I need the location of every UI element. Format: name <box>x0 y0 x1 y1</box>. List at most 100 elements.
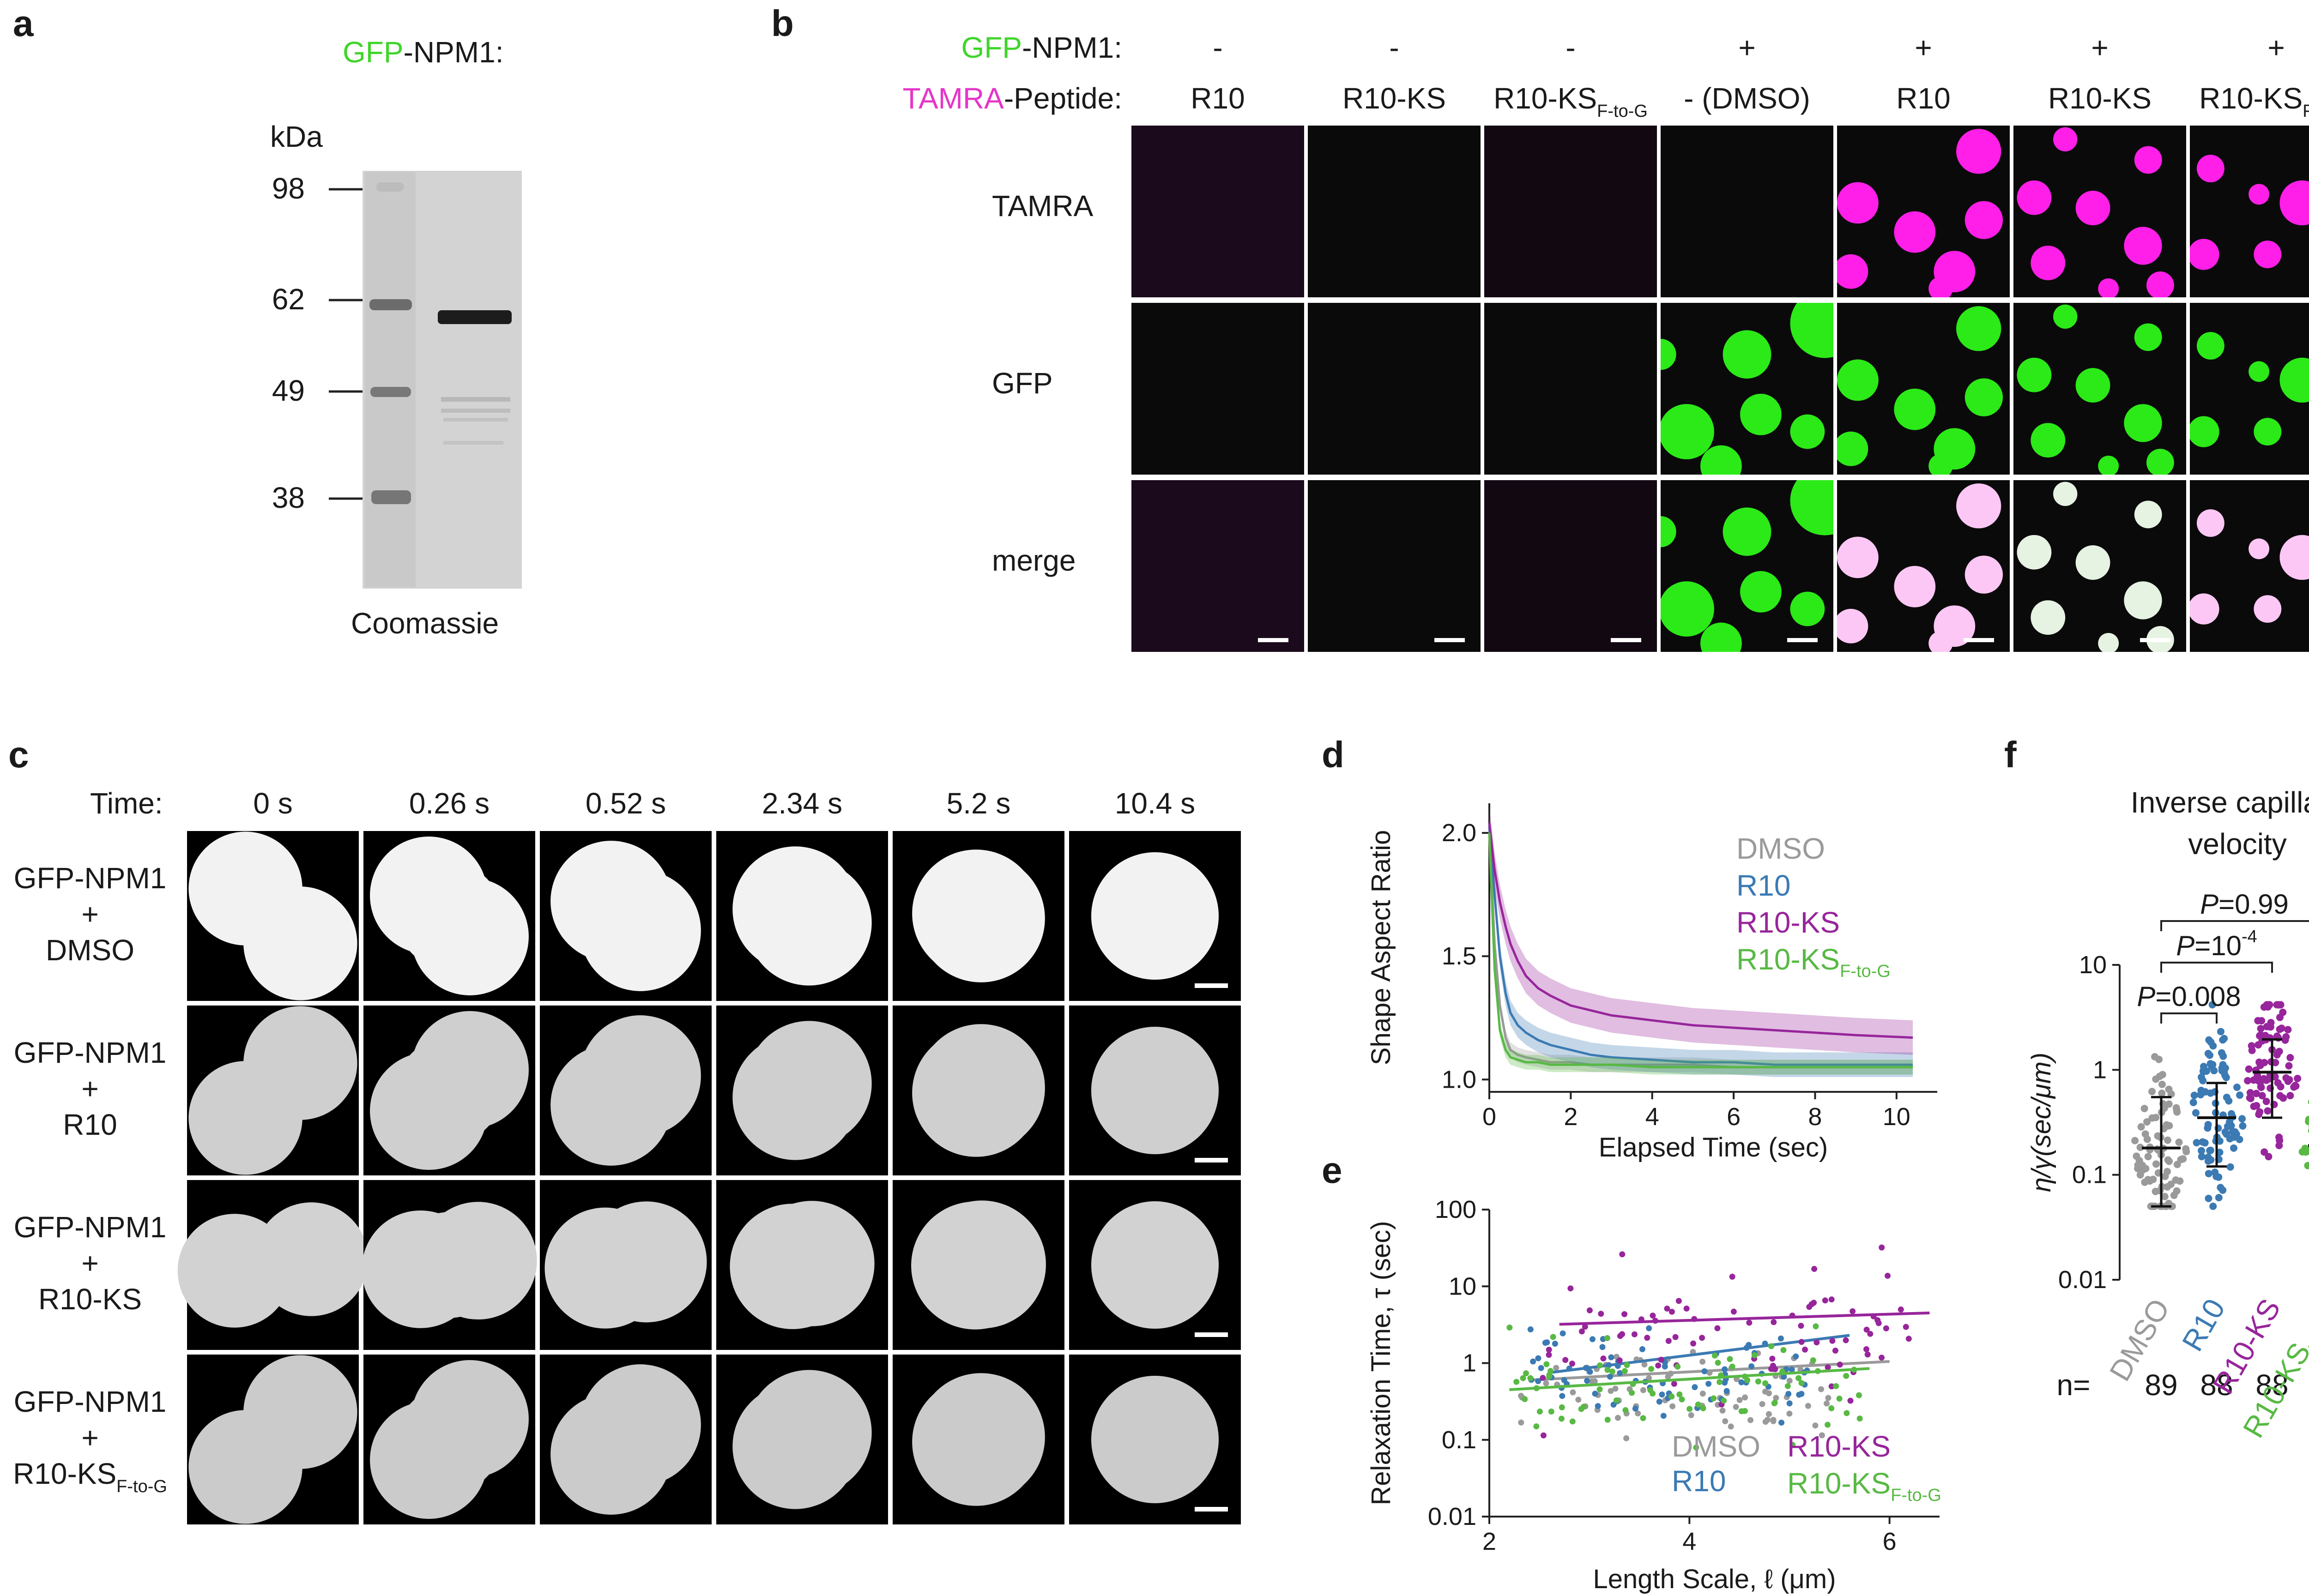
tile-background <box>1308 480 1481 652</box>
point-2 <box>1552 1341 1558 1347</box>
tile-background <box>1131 303 1304 475</box>
tile-r3-c4 <box>1661 480 1833 652</box>
ladder-band-62 <box>369 299 412 310</box>
fusion-tile-r2-c4 <box>716 1006 888 1175</box>
fusion-tile-r2-c2 <box>363 1006 535 1175</box>
point-2 <box>1584 1378 1590 1384</box>
ladder-band-49 <box>370 387 411 397</box>
condition-name: R10 <box>63 1108 117 1141</box>
point-3 <box>1668 1308 1675 1315</box>
droplet-neck <box>396 1037 502 1144</box>
point-4 <box>1700 1405 1706 1411</box>
x-tick-label: 8 <box>1808 1103 1822 1131</box>
ladder-band-98 <box>376 182 404 192</box>
panel-c-letter: c <box>8 734 29 775</box>
point-3 <box>2282 1033 2290 1041</box>
point-3 <box>1690 1340 1697 1347</box>
series-band-3 <box>1489 806 1913 1055</box>
point-4 <box>1596 1386 1603 1392</box>
point-2 <box>2201 1139 2209 1147</box>
point-4 <box>1844 1410 1850 1416</box>
point-2 <box>2198 1147 2206 1155</box>
droplet <box>2098 455 2119 475</box>
point-2 <box>2205 1170 2212 1178</box>
point-2 <box>2230 1144 2238 1152</box>
droplet <box>2146 271 2174 297</box>
panel-a: a GFP-NPM1: kDa 98 62 49 38 Coomassie <box>13 3 522 640</box>
point-1 <box>1759 1401 1765 1407</box>
droplet <box>1964 555 2003 594</box>
peptide-name: - (DMSO) <box>1684 82 1810 115</box>
legend-subscript: F-to-G <box>1891 1486 1941 1505</box>
peptide-col-2: R10-KS <box>1342 82 1446 115</box>
droplet-neck <box>745 859 859 973</box>
npm1-band <box>438 310 512 324</box>
point-3 <box>2261 1148 2268 1156</box>
point-2 <box>2226 1163 2234 1171</box>
point-2 <box>2190 1091 2198 1099</box>
point-1 <box>2168 1202 2176 1210</box>
point-2 <box>1789 1367 1795 1373</box>
droplet <box>2031 423 2066 458</box>
panel-b-row-labels: TAMRA GFP merge <box>992 189 1094 577</box>
point-1 <box>1570 1389 1576 1396</box>
droplets <box>1837 129 2003 297</box>
point-3 <box>1746 1319 1753 1326</box>
point-1 <box>1699 1391 1706 1397</box>
point-4 <box>1546 1372 1553 1378</box>
point-3 <box>1655 1362 1662 1369</box>
droplet <box>1661 338 1676 370</box>
droplet <box>1894 388 1936 430</box>
point-4 <box>1856 1415 1863 1422</box>
fusion-tile-r4-c4 <box>716 1355 888 1524</box>
fusion-tile-r4-c5 <box>893 1355 1064 1524</box>
droplet-right <box>243 886 357 1000</box>
point-3 <box>2257 1078 2265 1086</box>
droplet <box>1928 454 1953 475</box>
series-line-3 <box>1488 823 1913 1039</box>
point-2 <box>1748 1363 1755 1369</box>
tile-r1-c5 <box>1837 126 2010 297</box>
scale-bar <box>1611 638 1641 642</box>
point-3 <box>2285 1062 2293 1070</box>
peptide-subscript: F-to-G <box>1597 102 1648 121</box>
time-header-3: 0.52 s <box>586 787 666 820</box>
point-1 <box>2173 1187 2181 1195</box>
point-4 <box>1604 1335 1610 1341</box>
point-3 <box>1567 1285 1574 1292</box>
point-1 <box>1770 1418 1777 1424</box>
point-1 <box>2164 1136 2171 1144</box>
point-4 <box>2304 1162 2309 1169</box>
point-3 <box>1798 1339 1805 1345</box>
point-3 <box>2274 1079 2282 1087</box>
droplet <box>2124 227 2162 265</box>
droplet-neck <box>396 1386 502 1493</box>
x-tick-label: 6 <box>1883 1528 1897 1555</box>
point-2 <box>2206 1146 2214 1154</box>
fit-line-3 <box>1559 1311 1930 1326</box>
tile-background <box>1308 126 1481 297</box>
point-3 <box>2286 1054 2294 1061</box>
point-2 <box>2217 1028 2224 1036</box>
droplet <box>2124 581 2162 620</box>
legend-entry-2: R10 <box>1736 869 1790 902</box>
point-3 <box>1772 1366 1778 1373</box>
point-1 <box>2141 1130 2149 1138</box>
droplet <box>2190 416 2219 447</box>
point-4 <box>1755 1378 1761 1385</box>
panel-b-column-headers: -R10-R10-KS-R10-KSF-to-G+- (DMSO)+R10+R1… <box>1191 31 2309 121</box>
x-tick-label: 0 <box>1482 1103 1496 1131</box>
category-label-2: R10 <box>2176 1293 2231 1357</box>
tile-r1-c4 <box>1661 126 1833 297</box>
point-4 <box>1520 1375 1526 1381</box>
tile-r3-c6 <box>2013 480 2186 652</box>
peptide-name: R10-KS <box>2199 82 2303 115</box>
point-4 <box>1762 1380 1769 1386</box>
point-3 <box>2264 1003 2272 1011</box>
droplet-neck <box>745 1034 859 1147</box>
point-1 <box>2144 1153 2152 1161</box>
point-2 <box>1781 1373 1787 1380</box>
droplet <box>2017 535 2052 570</box>
droplet <box>1661 516 1676 548</box>
marker-label-62: 62 <box>272 283 305 316</box>
